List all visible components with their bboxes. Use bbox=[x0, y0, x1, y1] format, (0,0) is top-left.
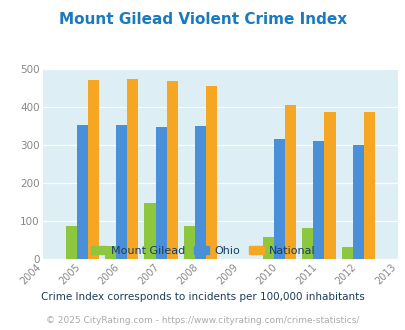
Bar bbox=[352, 145, 363, 259]
Bar bbox=[341, 247, 352, 259]
Text: © 2025 CityRating.com - https://www.cityrating.com/crime-statistics/: © 2025 CityRating.com - https://www.city… bbox=[46, 315, 359, 325]
Bar bbox=[105, 246, 116, 259]
Text: Mount Gilead Violent Crime Index: Mount Gilead Violent Crime Index bbox=[59, 12, 346, 26]
Bar bbox=[65, 226, 77, 259]
Bar bbox=[183, 226, 194, 259]
Bar bbox=[87, 80, 98, 259]
Bar bbox=[363, 112, 374, 259]
Bar bbox=[144, 203, 155, 259]
Bar bbox=[116, 125, 127, 259]
Bar bbox=[127, 79, 138, 259]
Bar bbox=[262, 237, 273, 259]
Bar bbox=[166, 81, 177, 259]
Bar bbox=[324, 112, 335, 259]
Legend: Mount Gilead, Ohio, National: Mount Gilead, Ohio, National bbox=[86, 241, 319, 260]
Bar bbox=[155, 127, 166, 259]
Bar bbox=[194, 126, 206, 259]
Text: Crime Index corresponds to incidents per 100,000 inhabitants: Crime Index corresponds to incidents per… bbox=[41, 292, 364, 302]
Bar bbox=[313, 141, 324, 259]
Bar bbox=[302, 228, 313, 259]
Bar bbox=[205, 86, 217, 259]
Bar bbox=[77, 125, 87, 259]
Bar bbox=[284, 105, 295, 259]
Bar bbox=[273, 139, 284, 259]
